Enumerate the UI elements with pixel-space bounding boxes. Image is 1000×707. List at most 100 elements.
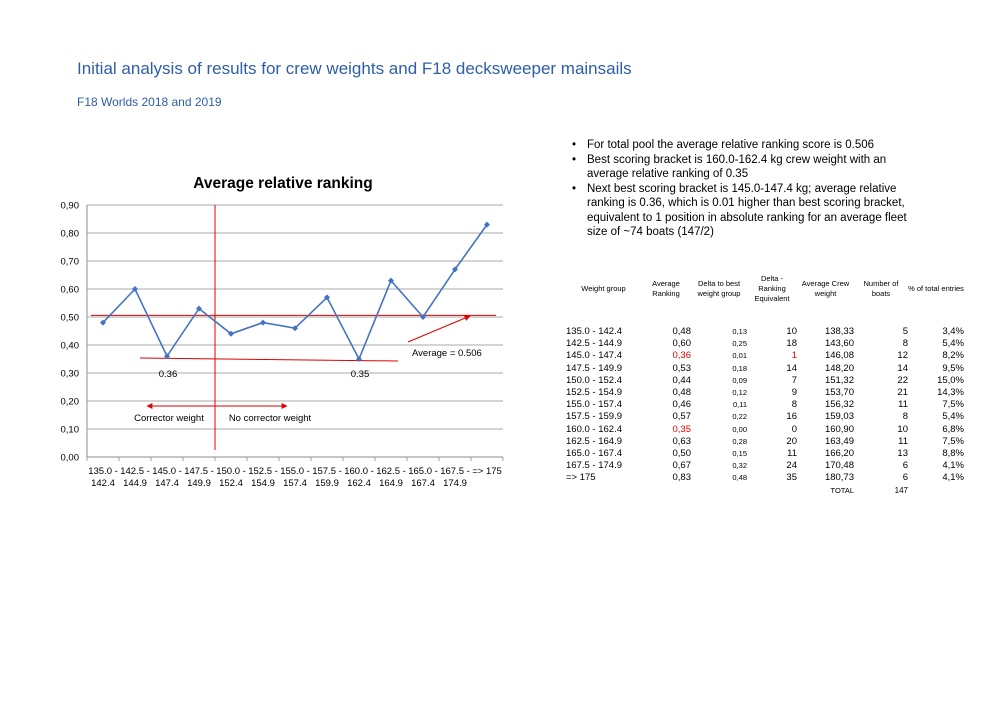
page-subtitle: F18 Worlds 2018 and 2019	[77, 95, 222, 109]
results-table: Weight group Average Ranking Delta to be…	[566, 274, 964, 497]
cell-weight-group: 147.5 - 149.9	[566, 362, 622, 374]
cell-ranking-equivalent: 11	[787, 448, 797, 460]
cell-crew-weight: 180,73	[824, 472, 854, 484]
cell-average-ranking: 0,83	[672, 472, 692, 484]
data-point	[452, 266, 458, 273]
cell-crew-weight: 159,03	[824, 411, 854, 423]
x-tick-label: 147.4	[155, 478, 179, 489]
table-row: 162.5 - 164.9 0,63 0,28 20 163,49 11 7,5%	[566, 436, 964, 448]
y-tick-label: 0,40	[61, 341, 80, 352]
cell-percent: 4,1%	[942, 460, 964, 472]
data-point	[324, 294, 330, 301]
cell-weight-group: 157.5 - 159.9	[566, 411, 622, 423]
data-point	[228, 330, 234, 337]
y-tick-label: 0,50	[61, 313, 80, 324]
cell-ranking-equivalent: 35	[786, 472, 797, 484]
x-tick-label: 150.0 -	[216, 466, 246, 477]
cell-percent: 4,1%	[942, 472, 964, 484]
cell-boats: 10	[897, 423, 908, 435]
x-tick-label: 152.5 -	[248, 466, 278, 477]
cell-percent: 9,5%	[942, 362, 964, 374]
cell-ranking-equivalent: 0	[791, 423, 797, 435]
x-tick-label: => 175	[472, 466, 502, 477]
finding-item: Best scoring bracket is 160.0-162.4 kg c…	[570, 153, 920, 182]
x-tick-label: 142.5 -	[120, 466, 150, 477]
data-point	[420, 314, 426, 320]
table-body: 135.0 - 142.4 0,48 0,13 10 138,33 5 3,4% 142.5 …	[566, 326, 964, 485]
x-tick-label: 142.4	[91, 478, 115, 489]
cell-delta: 0,32	[732, 461, 747, 471]
data-point	[196, 305, 202, 312]
cell-average-ranking: 0,57	[672, 411, 692, 423]
cell-ranking-equivalent: 14	[786, 362, 797, 374]
y-tick-label: 0,10	[61, 425, 80, 436]
table-header-row: Weight group Average Ranking Delta to be…	[566, 274, 964, 326]
cell-delta: 0,01	[732, 351, 747, 361]
header-average-ranking: Average Ranking	[652, 279, 680, 298]
data-point	[484, 221, 490, 228]
cell-crew-weight: 163,49	[824, 435, 854, 447]
cell-crew-weight: 138,33	[824, 326, 854, 337]
cell-percent: 5,4%	[942, 338, 964, 350]
cell-crew-weight: 156,32	[824, 399, 854, 411]
cell-average-ranking: 0,35	[672, 423, 692, 435]
cell-weight-group: 150.0 - 152.4	[566, 374, 622, 386]
total-label: TOTAL	[830, 485, 854, 495]
x-tick-label: 165.0 -	[408, 466, 438, 477]
y-tick-label: 0,30	[61, 369, 80, 380]
cell-ranking-equivalent: 10	[786, 326, 797, 337]
x-tick-label: 159.9	[315, 478, 339, 489]
y-tick-label: 0,00	[61, 453, 80, 464]
cell-weight-group: => 175	[566, 472, 596, 484]
cell-boats: 12	[897, 350, 908, 362]
best-range-line	[139, 357, 399, 362]
data-point	[356, 356, 362, 362]
data-point	[260, 319, 266, 326]
x-tick-label: 144.9	[123, 478, 147, 489]
x-tick-label: 155.0 -	[280, 466, 310, 477]
cell-delta: 0,12	[732, 388, 747, 398]
cell-boats: 13	[897, 448, 908, 460]
x-tick-label: 152.4	[219, 478, 243, 489]
data-point	[388, 277, 394, 284]
average-arrow	[407, 315, 471, 343]
cell-boats: 5	[902, 326, 908, 337]
corrector-weight-label: Corrector weight	[134, 413, 204, 424]
cell-ranking-equivalent: 18	[786, 338, 797, 350]
cell-delta: 0,22	[732, 412, 747, 422]
cell-percent: 8,2%	[942, 350, 964, 362]
page-title: Initial analysis of results for crew wei…	[77, 59, 632, 78]
cell-weight-group: 145.0 - 147.4	[566, 350, 622, 362]
table-row: 145.0 - 147.4 0,36 0,01 1 146,08 12 8,2%	[566, 350, 964, 362]
y-tick-label: 0,60	[61, 285, 80, 296]
y-tick-label: 0,90	[61, 201, 80, 212]
cell-average-ranking: 0,36	[672, 350, 692, 362]
series-line	[102, 224, 488, 361]
header-boats: Number of boats	[863, 279, 899, 298]
x-tick-label: 145.0 -	[152, 466, 182, 477]
header-ranking-equivalent: Delta - Ranking Equivalent	[754, 274, 790, 303]
cell-boats: 11	[898, 435, 908, 447]
cell-average-ranking: 0,67	[672, 460, 692, 472]
cell-average-ranking: 0,50	[672, 448, 692, 460]
cell-weight-group: 152.5 - 154.9	[566, 387, 622, 399]
cell-delta: 0,15	[732, 449, 747, 459]
x-tick-label: 160.0 -	[344, 466, 374, 477]
table-row: 142.5 - 144.9 0,60 0,25 18 143,60 8 5,4%	[566, 338, 964, 350]
y-tick-label: 0,80	[61, 229, 80, 240]
table-row: => 175 0,83 0,48 35 180,73 6 4,1%	[566, 472, 964, 484]
cell-ranking-equivalent: 20	[786, 435, 797, 447]
cell-percent: 7,5%	[942, 435, 964, 447]
x-tick-label: 154.9	[251, 478, 275, 489]
x-tick-label: 167.4	[411, 478, 435, 489]
cell-ranking-equivalent: 9	[791, 387, 797, 399]
cell-delta: 0,13	[732, 327, 747, 336]
table-row: 165.0 - 167.4 0,50 0,15 11 166,20 13 8,8%	[566, 448, 964, 460]
y-tick-label: 0,70	[61, 257, 80, 268]
cell-percent: 3,4%	[942, 326, 964, 337]
cell-crew-weight: 166,20	[824, 448, 854, 460]
table-row: 150.0 - 152.4 0,44 0,09 7 151,32 22 15,0%	[566, 375, 964, 387]
cell-weight-group: 162.5 - 164.9	[566, 435, 622, 447]
no-corrector-weight-label: No corrector weight	[229, 413, 312, 424]
